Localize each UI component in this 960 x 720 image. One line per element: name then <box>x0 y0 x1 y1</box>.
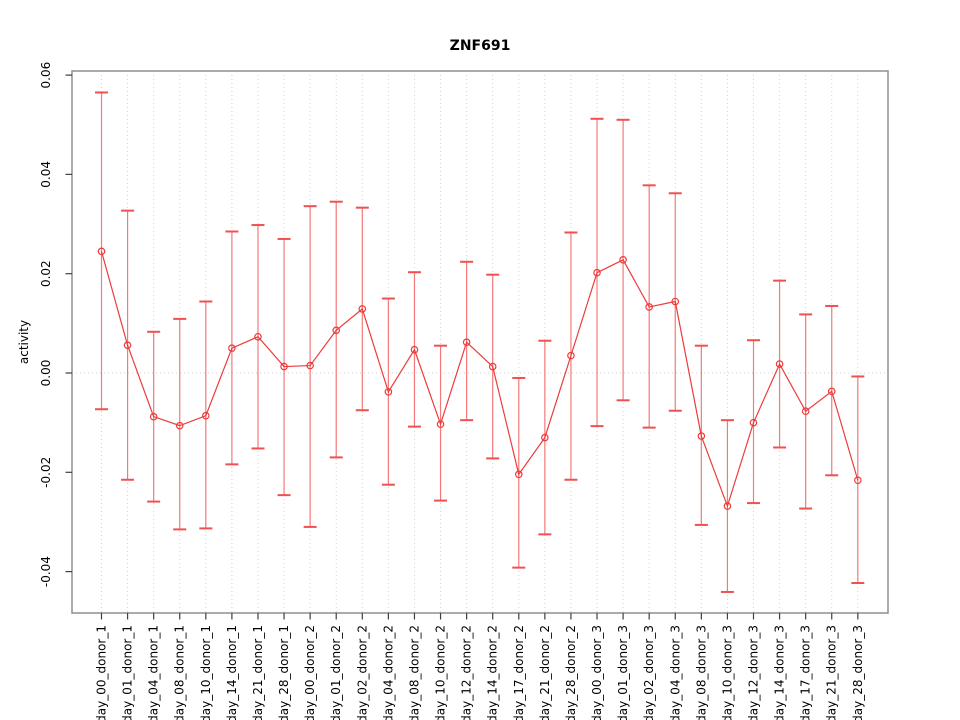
x-tick-label: day_28_donor_3 <box>851 625 865 720</box>
x-tick-label: day_04_donor_3 <box>668 625 682 720</box>
x-tick-label: day_28_donor_1 <box>277 625 291 720</box>
x-tick-label: day_17_donor_3 <box>799 625 813 720</box>
data-point-marker <box>358 305 367 313</box>
x-tick-label: day_10_donor_3 <box>720 625 734 720</box>
x-tick-label: day_08_donor_3 <box>694 625 708 720</box>
activity-line <box>100 251 859 508</box>
y-tick-label: 0.06 <box>39 62 53 89</box>
x-tick-label: day_02_donor_2 <box>355 625 369 720</box>
data-point-marker <box>149 412 158 421</box>
data-point-marker <box>723 502 732 510</box>
data-point-marker <box>488 362 497 371</box>
y-tick-label: 0.00 <box>39 360 53 387</box>
x-tick-label: day_08_donor_1 <box>173 625 187 720</box>
data-point-marker <box>228 344 236 352</box>
data-series-group <box>97 247 862 510</box>
x-tick-label: day_21_donor_1 <box>251 625 265 720</box>
data-point-marker <box>410 345 419 354</box>
data-point-marker <box>97 247 106 256</box>
x-tick-label: day_17_donor_2 <box>512 625 526 720</box>
x-tick-label: day_21_donor_2 <box>538 625 552 720</box>
plot-frame <box>71 70 889 614</box>
x-tick-label: day_12_donor_2 <box>460 625 474 720</box>
x-tick-label: day_00_donor_1 <box>95 625 109 720</box>
data-point-marker <box>254 332 262 341</box>
x-tick-label: day_00_donor_3 <box>590 625 604 720</box>
data-point-marker <box>645 303 653 311</box>
x-tick-label: day_12_donor_3 <box>747 625 761 720</box>
y-axis-label: activity <box>17 320 31 364</box>
data-point-marker <box>854 476 862 485</box>
data-point-marker <box>619 255 627 264</box>
data-point-marker <box>280 362 288 371</box>
plot-frame-group <box>71 70 889 614</box>
data-point-marker <box>436 420 445 428</box>
x-tick-label: day_28_donor_2 <box>564 625 578 720</box>
axis-ticks-group <box>65 74 859 620</box>
chart-title: ZNF691 <box>450 38 511 54</box>
data-point-marker <box>801 407 810 416</box>
x-tick-label: day_04_donor_1 <box>147 625 161 720</box>
y-tick-label: -0.04 <box>39 556 53 587</box>
y-tick-label: -0.02 <box>39 457 53 488</box>
data-point-marker <box>384 388 393 396</box>
x-tick-label: day_10_donor_2 <box>434 625 448 720</box>
data-point-marker <box>567 351 575 360</box>
x-tick-label: day_01_donor_1 <box>121 625 135 720</box>
x-tick-label: day_14_donor_3 <box>773 625 787 720</box>
data-point-marker <box>462 338 471 347</box>
x-tick-label: day_02_donor_3 <box>642 625 656 720</box>
data-point-marker <box>541 433 549 442</box>
data-point-marker <box>514 470 523 479</box>
x-tick-label: day_08_donor_2 <box>407 625 421 720</box>
data-point-marker <box>593 268 601 277</box>
data-point-marker <box>671 297 680 306</box>
x-tick-label: day_04_donor_2 <box>381 625 395 720</box>
data-point-marker <box>332 326 341 335</box>
x-tick-label: day_21_donor_3 <box>825 625 839 720</box>
data-point-marker <box>827 387 836 396</box>
data-point-marker <box>202 411 210 420</box>
y-tick-label: 0.02 <box>39 260 53 287</box>
gridlines-group <box>72 71 888 613</box>
x-tick-label: day_14_donor_1 <box>225 625 239 720</box>
error-bars-group <box>95 91 865 593</box>
data-point-marker <box>697 432 706 440</box>
x-tick-label: day_01_donor_2 <box>329 625 343 720</box>
x-tick-label: day_01_donor_3 <box>616 625 630 720</box>
axis-tick-labels-group: 0.06 0.04 0.02 0.00 -0.02 -0.04 day_00_donor_1… <box>39 62 865 720</box>
data-point-marker <box>749 418 758 427</box>
data-point-marker <box>775 360 784 368</box>
data-point-marker <box>123 341 132 349</box>
x-tick-label: day_14_donor_2 <box>486 625 500 720</box>
data-point-marker <box>306 361 314 370</box>
x-tick-label: day_00_donor_2 <box>303 625 317 720</box>
x-tick-label: day_10_donor_1 <box>199 625 213 720</box>
y-tick-label: 0.04 <box>39 161 53 188</box>
data-point-marker <box>175 421 184 430</box>
